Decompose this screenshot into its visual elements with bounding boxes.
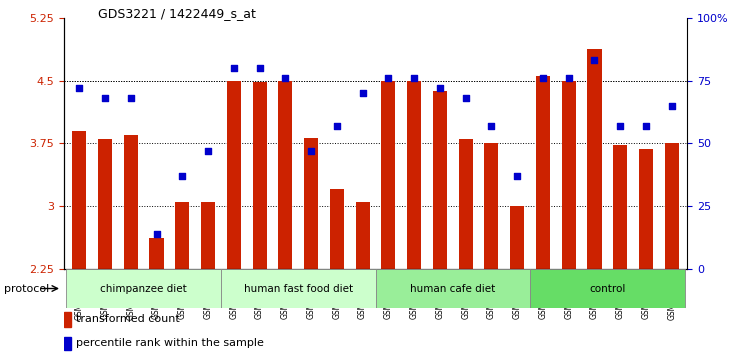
Text: percentile rank within the sample: percentile rank within the sample <box>76 338 264 348</box>
Bar <box>536 76 550 269</box>
Point <box>614 123 626 129</box>
Point <box>305 148 317 154</box>
Bar <box>407 81 421 269</box>
Text: human fast food diet: human fast food diet <box>243 284 353 293</box>
Bar <box>376 269 530 308</box>
Bar <box>221 269 376 308</box>
Bar <box>279 81 292 269</box>
Point <box>382 75 394 81</box>
Point <box>125 95 137 101</box>
Bar <box>304 137 318 269</box>
Bar <box>459 139 472 269</box>
Bar <box>252 82 267 269</box>
Bar <box>227 81 241 269</box>
Point <box>537 75 549 81</box>
Bar <box>149 238 164 269</box>
Point <box>99 95 111 101</box>
Point <box>511 173 523 179</box>
Bar <box>201 202 215 269</box>
Point <box>279 75 291 81</box>
Point <box>228 65 240 71</box>
Point <box>408 75 420 81</box>
Bar <box>64 337 71 350</box>
Text: chimpanzee diet: chimpanzee diet <box>101 284 187 293</box>
Point <box>562 75 575 81</box>
Bar <box>562 81 576 269</box>
Text: control: control <box>589 284 626 293</box>
Point <box>176 173 189 179</box>
Point <box>331 123 343 129</box>
Bar <box>639 149 653 269</box>
Text: transformed count: transformed count <box>76 314 179 325</box>
Bar <box>64 312 71 327</box>
Point <box>665 103 677 108</box>
Point <box>589 58 601 63</box>
Point <box>150 231 162 237</box>
Point <box>460 95 472 101</box>
Bar <box>355 202 369 269</box>
Point <box>254 65 266 71</box>
Point <box>74 85 86 91</box>
Bar <box>613 145 627 269</box>
Bar <box>665 143 679 269</box>
Bar <box>510 206 524 269</box>
Point <box>485 123 497 129</box>
Text: human cafe diet: human cafe diet <box>410 284 496 293</box>
Point <box>357 90 369 96</box>
Bar <box>175 202 189 269</box>
Bar <box>72 131 86 269</box>
Bar <box>66 269 221 308</box>
Bar <box>484 143 499 269</box>
Point <box>202 148 214 154</box>
Point <box>434 85 446 91</box>
Bar <box>587 49 602 269</box>
Bar <box>330 189 344 269</box>
Text: protocol: protocol <box>4 284 49 293</box>
Bar <box>433 91 447 269</box>
Point <box>640 123 652 129</box>
Bar <box>124 135 138 269</box>
Bar <box>382 81 396 269</box>
Bar <box>98 139 112 269</box>
Bar <box>530 269 685 308</box>
Text: GDS3221 / 1422449_s_at: GDS3221 / 1422449_s_at <box>98 7 255 20</box>
